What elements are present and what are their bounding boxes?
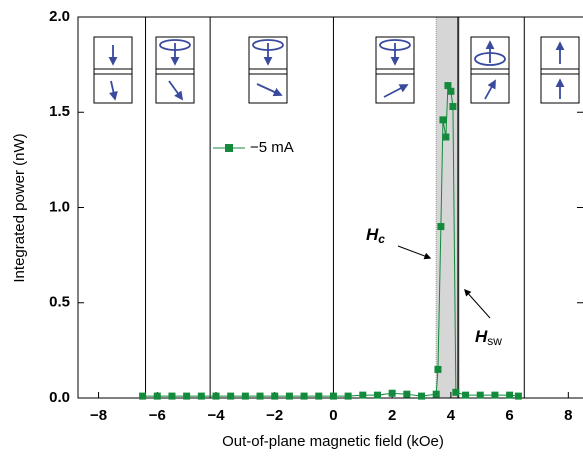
legend-label: −5 mA <box>250 139 294 156</box>
legend: −5 mA <box>213 139 294 156</box>
x-tick-label: −8 <box>90 407 107 424</box>
annotation: Hc <box>366 225 385 246</box>
marker <box>330 393 337 400</box>
marker <box>183 393 190 400</box>
marker <box>359 392 366 399</box>
series-line <box>143 86 519 397</box>
y-tick-label: 0.5 <box>49 294 70 311</box>
y-tick-label: 1.5 <box>49 103 70 120</box>
x-tick-label: 0 <box>329 407 337 424</box>
y-axis-label: Integrated power (nW) <box>11 133 28 282</box>
marker <box>515 393 522 400</box>
marker <box>139 393 146 400</box>
marker <box>345 393 352 400</box>
annotation-arrow <box>465 290 490 318</box>
marker <box>477 392 484 399</box>
marker <box>491 392 498 399</box>
x-tick-label: 8 <box>564 407 572 424</box>
marker <box>286 393 293 400</box>
x-axis-label: Out-of-plane magnetic field (kOe) <box>222 433 444 450</box>
marker <box>433 391 440 398</box>
icons <box>94 37 579 103</box>
marker <box>257 393 264 400</box>
marker <box>389 390 396 397</box>
y-tick-label: 1.0 <box>49 198 70 215</box>
marker <box>434 366 441 373</box>
y-tick-label: 0.0 <box>49 389 70 406</box>
annotation-arrow <box>398 246 430 258</box>
marker <box>447 88 454 95</box>
x-tick-label: 2 <box>388 407 396 424</box>
annotation: Hsw <box>475 327 502 348</box>
marker <box>315 393 322 400</box>
x-tick-label: −6 <box>149 407 166 424</box>
x-tick-label: −2 <box>266 407 283 424</box>
marker <box>437 223 444 230</box>
marker <box>242 393 249 400</box>
marker <box>449 103 456 110</box>
marker <box>452 389 459 396</box>
x-tick-label: 6 <box>505 407 513 424</box>
x-tick-label: 4 <box>447 407 456 424</box>
chart: Out-of-plane magnetic field (kOe) Integr… <box>0 0 583 458</box>
marker <box>462 392 469 399</box>
marker <box>198 393 205 400</box>
x-tick-label: −4 <box>207 407 225 424</box>
marker <box>439 116 446 123</box>
marker <box>154 393 161 400</box>
marker <box>403 391 410 398</box>
marker <box>506 392 513 399</box>
marker <box>168 393 175 400</box>
marker <box>227 393 234 400</box>
y-tick-label: 2.0 <box>49 8 70 25</box>
marker <box>374 392 381 399</box>
marker <box>301 393 308 400</box>
marker <box>442 134 449 141</box>
marker <box>212 393 219 400</box>
marker <box>271 393 278 400</box>
marker <box>418 393 425 400</box>
